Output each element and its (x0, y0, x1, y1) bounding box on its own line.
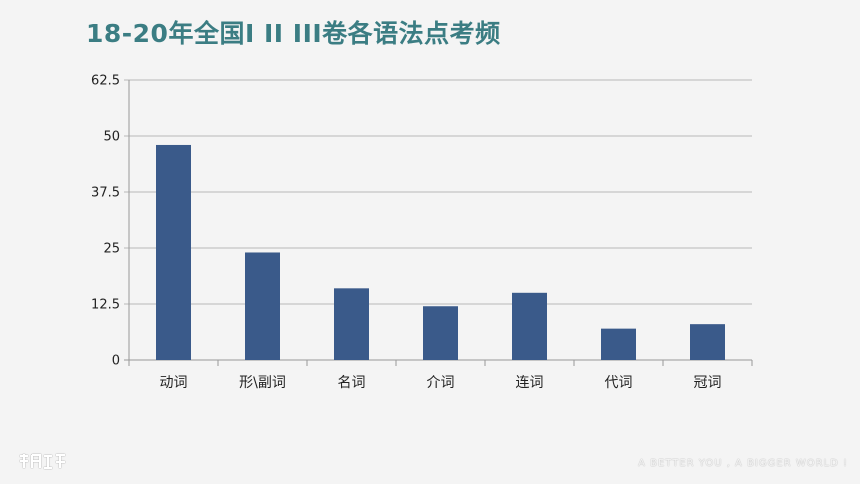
axes (128, 80, 753, 366)
bar-2 (334, 288, 369, 360)
y-tick-label: 12.5 (91, 298, 120, 313)
category-label: 代词 (605, 375, 633, 391)
bar-3 (423, 306, 458, 360)
y-tick-label: 50 (103, 130, 120, 145)
category-label: 名词 (338, 375, 366, 391)
bar-0 (156, 144, 191, 360)
bar-4 (512, 292, 547, 360)
y-tick-label: 62.5 (91, 74, 120, 89)
bar-5 (601, 328, 636, 360)
category-label: 动词 (160, 375, 188, 391)
category-label: 形\副词 (239, 375, 286, 391)
y-tick-label: 0 (112, 354, 120, 369)
category-label: 连词 (516, 375, 544, 391)
bar-1 (245, 252, 280, 360)
bar-6 (690, 324, 725, 360)
y-axis-tick-labels: 0 12.5 25 37.5 50 62.5 (91, 74, 120, 369)
brand-logo-icon (20, 453, 65, 470)
grid-lines (124, 79, 752, 361)
y-tick-label: 37.5 (91, 186, 120, 201)
tagline-text: A BETTER YOU , A BIGGER WORLD ! (638, 458, 848, 469)
slide-title: 18-20年全国I II III卷各语法点考频 (86, 19, 501, 48)
y-tick-label: 25 (103, 242, 120, 257)
category-label: 介词 (427, 375, 455, 391)
bars (156, 144, 725, 360)
category-label: 冠词 (694, 375, 722, 391)
x-axis-category-labels: 动词 形\副词 名词 介词 连词 代词 冠词 (160, 375, 722, 391)
